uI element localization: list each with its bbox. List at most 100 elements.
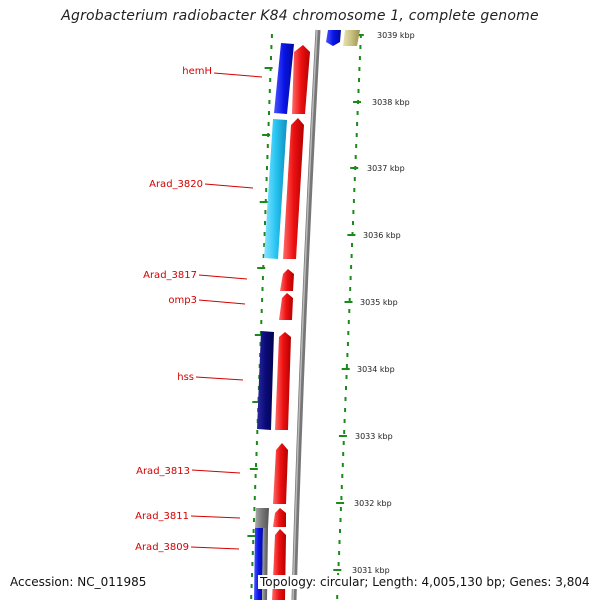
inner-ring-dot	[270, 45, 273, 49]
leader-omp3	[198, 299, 246, 305]
outer-ring-dot	[336, 595, 339, 599]
gene-label-hemH: hemH	[182, 66, 212, 77]
inner-ring-dot	[252, 540, 255, 544]
inner-ring-dot	[270, 34, 273, 38]
gene-arrow-arad-3811	[273, 508, 286, 527]
gene-arad-3809-gray	[262, 528, 268, 600]
outer-ring-dot	[357, 89, 360, 93]
outer-ring-dot	[358, 78, 360, 82]
gene-label-arad-3817: Arad_3817	[143, 270, 197, 281]
kbp-label-3036: 3036 kbp	[363, 231, 401, 240]
outer-ring-dot	[358, 56, 361, 60]
outer-ring-dot	[346, 342, 349, 346]
outer-ring-dot	[340, 485, 343, 489]
outer-ring-dot	[353, 188, 356, 192]
outer-ring-dot	[354, 155, 357, 159]
inner-ring-dot	[261, 287, 264, 291]
gene-label-arad-3813: Arad_3813	[136, 466, 190, 477]
outer-ring-dot	[337, 562, 340, 566]
outer-track-band	[293, 30, 362, 600]
inner-tick-marks	[247, 67, 273, 537]
outer-ring-dot	[342, 452, 345, 456]
inner-ring-dot	[268, 100, 271, 104]
leader-arad-3813	[191, 469, 241, 474]
kbp-label-3034: 3034 kbp	[357, 365, 395, 374]
leader-arad-3811	[190, 515, 241, 519]
gene-hss	[257, 331, 274, 430]
outer-ring-dot	[345, 386, 347, 390]
outer-ring-dot	[341, 463, 344, 467]
kbp-label-3035: 3035 kbp	[360, 298, 398, 307]
inner-ring-dot	[251, 562, 254, 566]
inner-ring-dot	[260, 320, 263, 324]
outer-ring-dot	[356, 111, 359, 115]
leader-arad-3809	[190, 546, 240, 550]
gene-arrow-arad-3820-partner	[283, 118, 304, 259]
leader-hss	[195, 376, 244, 381]
outer-ring-dot	[339, 507, 342, 511]
gene-label-arad-3820: Arad_3820	[149, 179, 203, 190]
inner-ring-dot	[251, 551, 254, 555]
gene-hemH	[274, 43, 294, 114]
inner-ring-dot	[255, 463, 257, 467]
outer-ring-dot	[348, 309, 351, 313]
genome-backbone-highlight	[292, 29, 318, 600]
kbp-label-3037: 3037 kbp	[367, 164, 405, 173]
outer-ring-dot	[338, 551, 341, 555]
genome-backbone	[291, 29, 321, 600]
inner-ring-dot	[255, 452, 258, 456]
inner-ring-dot	[270, 56, 272, 60]
gene-arrow-omp3	[279, 293, 293, 320]
gene-arad-3820	[264, 119, 287, 259]
outer-ring-dot	[352, 221, 354, 225]
gene-label-omp3: omp3	[168, 295, 197, 306]
inner-ring-dot	[267, 122, 270, 126]
outer-ring-dot	[343, 419, 346, 423]
gene-arrow-hss-partner	[275, 332, 291, 430]
inner-ring-dot	[259, 331, 262, 335]
gene-arrow-top-olive	[343, 30, 360, 46]
inner-ring-dot	[265, 188, 268, 192]
gene-arrow-arad-3817	[280, 269, 294, 291]
outer-ring-dot	[344, 408, 347, 412]
inner-ring-dot	[269, 78, 272, 82]
outer-ring-dot	[350, 254, 353, 258]
inner-ring-dot	[266, 144, 269, 148]
inner-ring-dot	[264, 221, 266, 225]
inner-ring-dot	[266, 166, 268, 170]
inner-ring-dot	[268, 89, 271, 93]
outer-ring-dot	[344, 397, 347, 401]
kbp-label-3031: 3031 kbp	[352, 566, 390, 575]
inner-ring-dot	[250, 595, 253, 599]
outer-ring-dot	[339, 529, 341, 533]
outer-ring-dot	[356, 122, 359, 126]
gene-arad-3811-gray	[255, 508, 269, 528]
genome-summary: Topology: circular; Length: 4,005,130 bp…	[258, 575, 592, 589]
outer-ring-dot	[359, 45, 362, 49]
inner-ring-dot	[263, 232, 266, 236]
gene-label-arad-3811: Arad_3811	[135, 511, 189, 522]
map-title: Agrobacterium radiobacter K84 chromosome…	[61, 8, 539, 24]
outer-ring-dot	[355, 133, 358, 137]
leader-arad-3817	[198, 274, 248, 280]
kbp-label-3038: 3038 kbp	[372, 98, 410, 107]
inner-ring-dot	[252, 529, 255, 533]
inner-ring-dot	[251, 573, 253, 577]
inner-ring-dot	[253, 518, 255, 522]
outer-ring-dot	[350, 265, 353, 269]
outer-ring-dot	[352, 199, 355, 203]
outer-ring-dot	[358, 67, 361, 71]
inner-ring-dot	[255, 441, 258, 445]
inner-ring-dot	[268, 111, 270, 115]
kbp-label-3032: 3032 kbp	[354, 499, 392, 508]
inner-ring-dot	[253, 507, 256, 511]
outer-ring-dot	[355, 144, 358, 148]
leader-hemH	[213, 72, 263, 78]
outer-ring-dot	[347, 331, 350, 335]
accession-label: Accession: NC_011985	[8, 575, 149, 589]
gene-label-hss: hss	[177, 372, 194, 383]
gene-label-leaders	[190, 72, 263, 550]
outer-ring-dot	[346, 353, 349, 357]
outer-ring-dot	[347, 320, 350, 324]
